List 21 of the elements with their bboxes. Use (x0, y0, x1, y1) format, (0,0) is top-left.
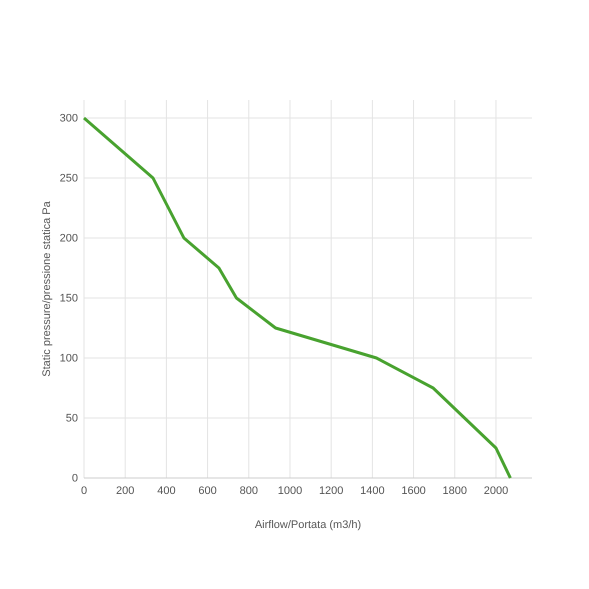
y-tick-label: 200 (60, 232, 78, 245)
y-tick-label: 100 (60, 352, 78, 365)
y-axis-title: Static pressure/pressione statica Pa (41, 200, 53, 377)
y-tick-label: 250 (60, 172, 78, 185)
line-series (82, 116, 512, 480)
x-tick-label: 800 (240, 484, 258, 497)
y-tick-label: 50 (66, 412, 78, 425)
x-tick-label: 600 (198, 484, 217, 497)
x-tick-label: 1200 (318, 484, 344, 497)
y-tick-label: 300 (60, 112, 78, 125)
y-tick-label: 0 (72, 472, 78, 485)
x-tick-label: 200 (116, 484, 134, 497)
x-tick-label: 2000 (484, 484, 508, 497)
x-tick-label: 0 (80, 484, 88, 497)
x-tick-label: 1600 (401, 484, 426, 497)
x-tick-label: 1000 (278, 484, 302, 497)
x-tick-label: 1800 (442, 484, 467, 497)
y-tick-label: 150 (60, 292, 78, 305)
x-axis-title: Airflow/Portata (m3/h) (254, 519, 362, 531)
x-tick-label: 400 (157, 484, 176, 497)
x-tick-label: 1400 (360, 484, 385, 497)
